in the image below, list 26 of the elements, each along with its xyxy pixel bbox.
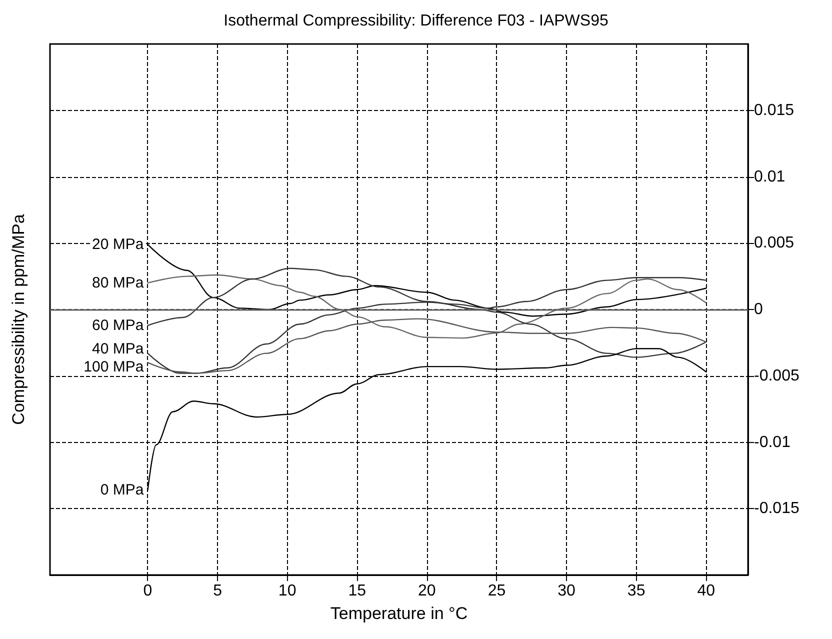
y-tick-label: 0.015	[754, 102, 794, 119]
x-tick-label: 10	[278, 582, 296, 600]
line-series	[147, 318, 707, 374]
series-label: 60 MPa	[92, 316, 144, 334]
chart-title: Isothermal Compressibility: Difference F03 - IAPWS95	[224, 12, 608, 30]
x-tick-label: 15	[348, 582, 366, 600]
x-tick-label: 5	[213, 582, 222, 600]
x-tick-label: 40	[697, 582, 716, 600]
y-tick-label: -0.01	[754, 434, 791, 451]
series-label: 80 MPa	[92, 274, 144, 292]
y-axis-title: Compressibility in ppm/MPa	[9, 214, 28, 425]
x-tick-label: 30	[558, 582, 576, 600]
y-tick-label: 0.005	[754, 234, 794, 252]
y-tick-label: -0.015	[754, 500, 800, 518]
series-label: 20 MPa	[92, 236, 144, 253]
series-label: 40 MPa	[92, 340, 144, 358]
x-axis-title: Temperature in °C	[330, 604, 468, 623]
y-tick-label: 0	[754, 301, 763, 318]
series-label: 0 MPa	[100, 482, 144, 499]
x-tick-label: 25	[488, 582, 506, 600]
y-tick-label: -0.005	[754, 367, 800, 384]
y-tick-label: 0.01	[754, 168, 786, 186]
x-tick-label: 0	[143, 582, 152, 600]
x-tick-label: 20	[418, 582, 436, 600]
series-label: 100 MPa	[84, 358, 144, 376]
x-tick-label: 35	[627, 582, 646, 600]
